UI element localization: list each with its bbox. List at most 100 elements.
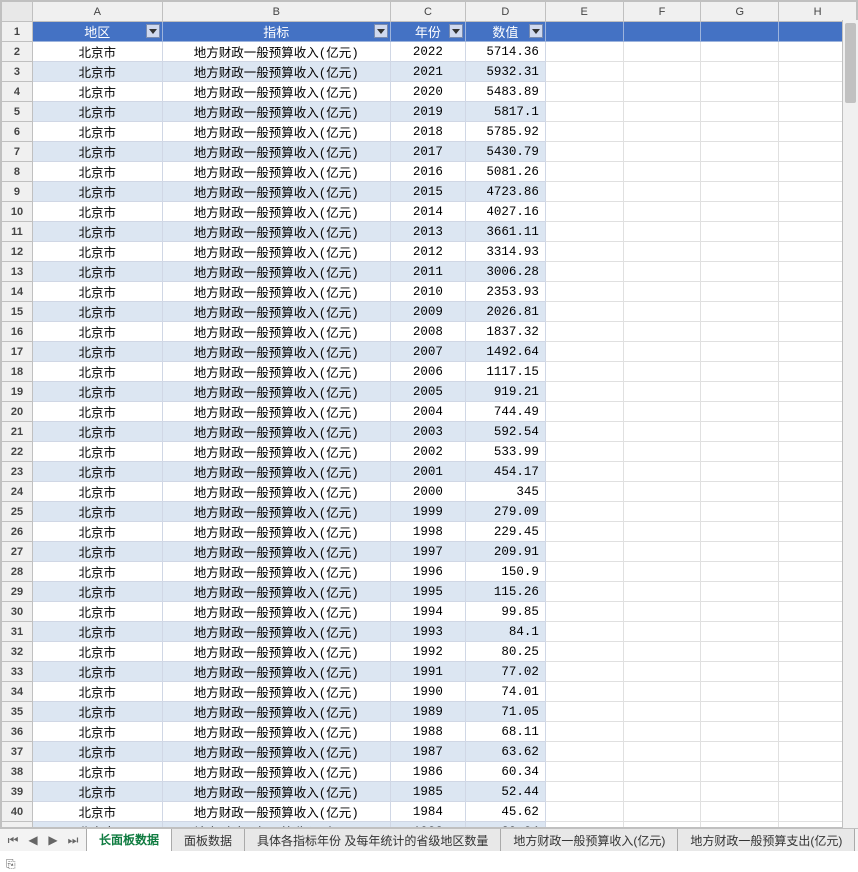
row-header[interactable]: 2 <box>2 42 33 62</box>
cell-blank[interactable] <box>623 682 701 702</box>
cell-blank[interactable] <box>701 642 779 662</box>
cell-B[interactable]: 地方财政一般预算收入(亿元) <box>162 402 390 422</box>
cell-D[interactable]: 60.34 <box>465 762 545 782</box>
cell-A[interactable]: 北京市 <box>32 142 162 162</box>
sheet-last-icon[interactable]: ⏭ <box>64 831 82 849</box>
cell-A[interactable]: 北京市 <box>32 382 162 402</box>
cell-B[interactable]: 地方财政一般预算收入(亿元) <box>162 562 390 582</box>
cell-blank[interactable] <box>545 22 623 42</box>
cell-B[interactable]: 地方财政一般预算收入(亿元) <box>162 422 390 442</box>
cell-C[interactable]: 2003 <box>390 422 465 442</box>
cell-C[interactable]: 1986 <box>390 762 465 782</box>
sheet-next-icon[interactable]: ▶ <box>44 831 62 849</box>
cell-blank[interactable] <box>623 602 701 622</box>
row-header[interactable]: 23 <box>2 462 33 482</box>
cell-blank[interactable] <box>701 42 779 62</box>
cell-blank[interactable] <box>701 562 779 582</box>
cell-D[interactable]: 52.44 <box>465 782 545 802</box>
row-header[interactable]: 29 <box>2 582 33 602</box>
row-header[interactable]: 37 <box>2 742 33 762</box>
cell-C[interactable]: 2009 <box>390 302 465 322</box>
row-header[interactable]: 27 <box>2 542 33 562</box>
cell-blank[interactable] <box>545 642 623 662</box>
cell-B[interactable]: 地方财政一般预算收入(亿元) <box>162 702 390 722</box>
cell-blank[interactable] <box>623 802 701 822</box>
cell-B[interactable]: 地方财政一般预算收入(亿元) <box>162 482 390 502</box>
cell-blank[interactable] <box>623 242 701 262</box>
cell-blank[interactable] <box>623 22 701 42</box>
cell-blank[interactable] <box>623 182 701 202</box>
cell-blank[interactable] <box>545 362 623 382</box>
cell-B[interactable]: 地方财政一般预算收入(亿元) <box>162 582 390 602</box>
cell-B[interactable]: 地方财政一般预算收入(亿元) <box>162 782 390 802</box>
cell-A[interactable]: 北京市 <box>32 562 162 582</box>
cell-blank[interactable] <box>623 762 701 782</box>
cell-C[interactable]: 2002 <box>390 442 465 462</box>
cell-blank[interactable] <box>701 82 779 102</box>
cell-blank[interactable] <box>701 122 779 142</box>
cell-blank[interactable] <box>623 442 701 462</box>
cell-A[interactable]: 北京市 <box>32 342 162 362</box>
cell-C[interactable]: 2014 <box>390 202 465 222</box>
cell-C[interactable]: 2021 <box>390 62 465 82</box>
cell-D[interactable]: 1492.64 <box>465 342 545 362</box>
cell-A[interactable]: 北京市 <box>32 742 162 762</box>
cell-blank[interactable] <box>701 622 779 642</box>
cell-C[interactable]: 1998 <box>390 522 465 542</box>
row-header[interactable]: 40 <box>2 802 33 822</box>
cell-blank[interactable] <box>623 302 701 322</box>
cell-A[interactable]: 北京市 <box>32 262 162 282</box>
cell-B[interactable]: 地方财政一般预算收入(亿元) <box>162 42 390 62</box>
cell-A[interactable]: 北京市 <box>32 802 162 822</box>
cell-A[interactable]: 北京市 <box>32 322 162 342</box>
row-header[interactable]: 9 <box>2 182 33 202</box>
cell-A[interactable]: 北京市 <box>32 702 162 722</box>
cell-C[interactable]: 2000 <box>390 482 465 502</box>
filter-icon[interactable] <box>529 24 543 38</box>
cell-blank[interactable] <box>701 62 779 82</box>
cell-blank[interactable] <box>701 702 779 722</box>
cell-D[interactable]: 1837.32 <box>465 322 545 342</box>
cell-C[interactable]: 1995 <box>390 582 465 602</box>
cell-C[interactable]: 1985 <box>390 782 465 802</box>
cell-C[interactable]: 2019 <box>390 102 465 122</box>
row-header[interactable]: 17 <box>2 342 33 362</box>
cell-C[interactable]: 1989 <box>390 702 465 722</box>
cell-D[interactable]: 63.62 <box>465 742 545 762</box>
row-header[interactable]: 28 <box>2 562 33 582</box>
cell-blank[interactable] <box>701 382 779 402</box>
cell-B[interactable]: 地方财政一般预算收入(亿元) <box>162 162 390 182</box>
row-header[interactable]: 32 <box>2 642 33 662</box>
cell-blank[interactable] <box>545 122 623 142</box>
cell-A[interactable]: 北京市 <box>32 642 162 662</box>
cell-D[interactable]: 5081.26 <box>465 162 545 182</box>
cell-B[interactable]: 地方财政一般预算收入(亿元) <box>162 242 390 262</box>
cell-blank[interactable] <box>545 102 623 122</box>
cell-blank[interactable] <box>623 82 701 102</box>
cell-C[interactable]: 2001 <box>390 462 465 482</box>
cell-B[interactable]: 地方财政一般预算收入(亿元) <box>162 322 390 342</box>
cell-blank[interactable] <box>545 742 623 762</box>
select-all-corner[interactable] <box>2 2 33 22</box>
cell-B[interactable]: 地方财政一般预算收入(亿元) <box>162 142 390 162</box>
cell-blank[interactable] <box>623 122 701 142</box>
row-header[interactable]: 26 <box>2 522 33 542</box>
cell-blank[interactable] <box>545 322 623 342</box>
cell-blank[interactable] <box>545 682 623 702</box>
cell-C[interactable]: 2004 <box>390 402 465 422</box>
cell-blank[interactable] <box>623 582 701 602</box>
cell-blank[interactable] <box>623 482 701 502</box>
cell-C[interactable]: 1996 <box>390 562 465 582</box>
cell-blank[interactable] <box>545 182 623 202</box>
cell-D[interactable]: 345 <box>465 482 545 502</box>
cell-A[interactable]: 北京市 <box>32 302 162 322</box>
cell-C[interactable]: 1984 <box>390 802 465 822</box>
row-header[interactable]: 5 <box>2 102 33 122</box>
row-header[interactable]: 10 <box>2 202 33 222</box>
row-header[interactable]: 4 <box>2 82 33 102</box>
cell-blank[interactable] <box>545 342 623 362</box>
row-header[interactable]: 31 <box>2 622 33 642</box>
col-header-D[interactable]: D <box>465 2 545 22</box>
cell-A[interactable]: 北京市 <box>32 542 162 562</box>
cell-B[interactable]: 地方财政一般预算收入(亿元) <box>162 462 390 482</box>
